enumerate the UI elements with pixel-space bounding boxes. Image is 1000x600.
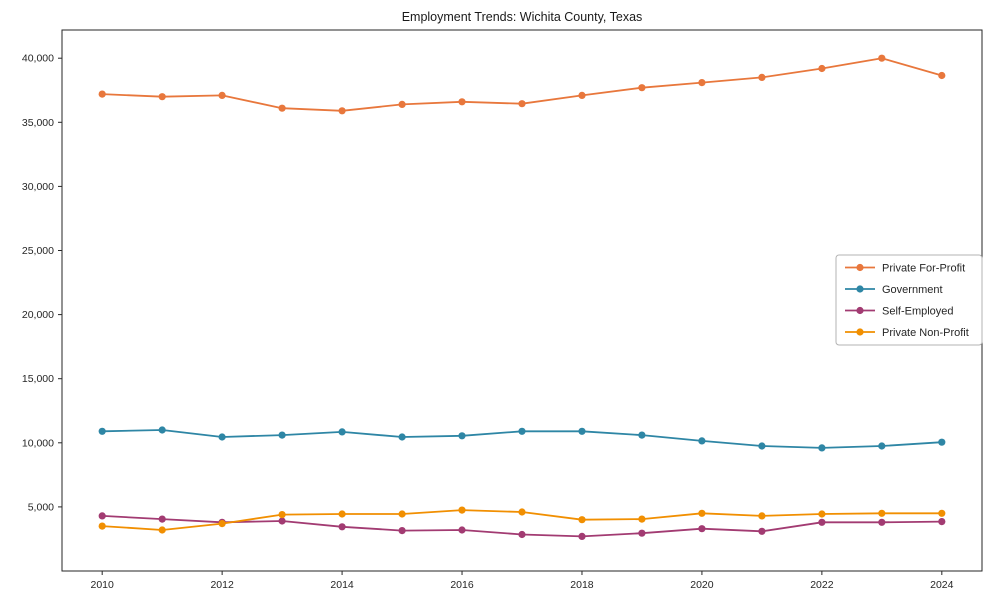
data-point-government [278,431,286,439]
chart-title: Employment Trends: Wichita County, Texas [402,10,643,24]
data-point-government [98,427,106,435]
x-tick-label: 2018 [570,579,594,591]
y-tick-label: 15,000 [22,373,54,385]
data-point-private-non-profit [278,510,286,519]
y-tick-label: 40,000 [22,53,54,65]
data-point-self-employed [698,525,706,533]
data-point-government [398,433,406,441]
data-point-government [458,432,466,440]
data-point-self-employed [758,527,766,535]
data-point-self-employed [818,518,826,526]
x-tick-label: 2016 [450,579,474,591]
data-point-private-for-profit [758,73,766,81]
data-point-private-for-profit [338,107,346,115]
data-point-government [578,427,586,435]
legend-label: Government [882,284,943,296]
legend-marker-icon [856,285,864,293]
y-tick-label: 30,000 [22,181,54,193]
data-point-private-non-profit [758,512,766,520]
data-point-self-employed [98,512,106,520]
data-point-private-non-profit [878,509,886,517]
data-point-self-employed [278,517,286,525]
data-point-private-non-profit [818,510,826,518]
legend-item-private-non-profit: Private Non-Profit [845,327,969,339]
data-point-private-for-profit [158,93,166,101]
data-point-private-non-profit [338,510,346,518]
data-point-self-employed [638,529,646,537]
data-point-private-non-profit [158,526,166,534]
legend-marker-icon [856,328,864,336]
y-tick-label: 25,000 [22,245,54,257]
x-tick-label: 2020 [690,579,714,591]
legend-label: Self-Employed [882,305,954,317]
legend-label: Private Non-Profit [882,327,969,339]
data-point-self-employed [578,532,586,541]
data-point-private-non-profit [458,506,466,514]
data-point-private-non-profit [638,515,646,523]
data-point-private-for-profit [278,104,286,112]
data-point-government [878,442,886,450]
data-point-government [518,427,526,435]
legend: Private For-Profit Government Self-Employe… [835,254,983,346]
data-point-government [338,428,346,436]
data-point-private-non-profit [218,520,226,528]
data-point-private-for-profit [578,91,586,99]
data-point-private-non-profit [938,509,946,517]
data-point-private-for-profit [98,90,106,98]
data-point-self-employed [398,527,406,535]
y-tick-label: 5,000 [28,501,54,513]
data-point-government [938,438,946,446]
data-point-government [818,444,826,452]
x-tick-label: 2024 [930,579,954,591]
data-point-private-for-profit [818,64,826,73]
legend-label: Private For-Profit [882,262,965,274]
data-point-private-non-profit [578,516,586,524]
legend-item-self-employed: Self-Employed [845,305,954,317]
data-point-government [638,431,646,439]
data-point-private-for-profit [878,54,886,62]
data-point-private-for-profit [398,100,406,108]
data-point-private-for-profit [458,98,466,106]
y-tick-label: 10,000 [22,437,54,449]
legend-box [835,254,983,346]
y-tick-label: 20,000 [22,309,54,321]
data-point-private-for-profit [938,71,946,80]
legend-marker-icon [856,306,864,315]
data-point-self-employed [458,526,466,534]
x-tick-label: 2010 [91,579,115,591]
data-point-private-non-profit [698,509,706,517]
data-point-self-employed [338,523,346,531]
data-point-private-for-profit [518,100,526,108]
x-tick-label: 2022 [810,579,834,591]
data-point-self-employed [518,530,526,539]
data-point-private-for-profit [218,91,226,99]
data-point-self-employed [938,518,946,526]
data-point-government [158,426,166,434]
legend-marker-icon [856,263,864,272]
data-point-private-for-profit [638,84,646,92]
legend-item-private-for-profit: Private For-Profit [845,262,965,274]
data-point-government [758,442,766,450]
x-tick-label: 2012 [210,579,234,591]
data-point-government [218,433,226,441]
data-point-self-employed [158,515,166,523]
legend-item-government: Government [845,284,943,296]
data-point-private-non-profit [398,510,406,518]
data-point-government [698,437,706,445]
data-point-self-employed [878,518,886,526]
data-point-private-non-profit [518,508,526,516]
data-point-private-for-profit [698,79,706,87]
y-tick-label: 35,000 [22,117,54,129]
x-tick-label: 2014 [330,579,354,591]
data-point-private-non-profit [98,522,106,530]
